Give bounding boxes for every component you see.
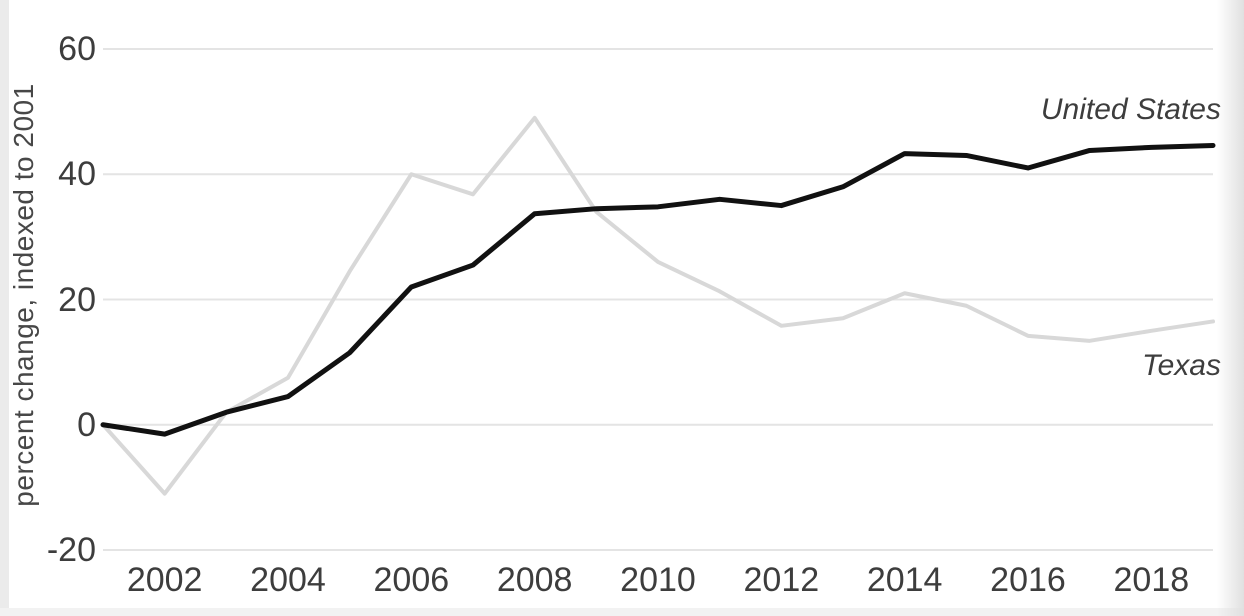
series-label-united-states: United States [1040, 92, 1221, 126]
page-edge-right [1217, 0, 1244, 616]
x-tick-label: 2018 [1113, 561, 1190, 599]
page-edge-bottom [0, 608, 1244, 616]
x-tick-label: 2006 [373, 561, 450, 599]
y-tick-label: 60 [58, 30, 96, 68]
x-tick-label: 2014 [866, 561, 943, 599]
line-texas [101, 115, 1215, 496]
x-tick-label: 2004 [250, 561, 326, 599]
page-edge-left [0, 0, 9, 616]
x-tick-label: 2010 [620, 561, 696, 599]
y-tick-label: 0 [77, 405, 96, 444]
line-united-states [100, 142, 1216, 437]
series-label-texas: Texas [1142, 349, 1221, 383]
y-tick-label: 20 [58, 280, 96, 319]
x-tick-label: 2008 [496, 561, 573, 599]
y-tick-label: 40 [58, 155, 96, 194]
y-tick-label: -20 [46, 531, 96, 569]
x-tick-label: 2002 [126, 561, 203, 599]
x-tick-label: 2012 [743, 561, 820, 599]
x-tick-label: 2016 [990, 561, 1066, 599]
